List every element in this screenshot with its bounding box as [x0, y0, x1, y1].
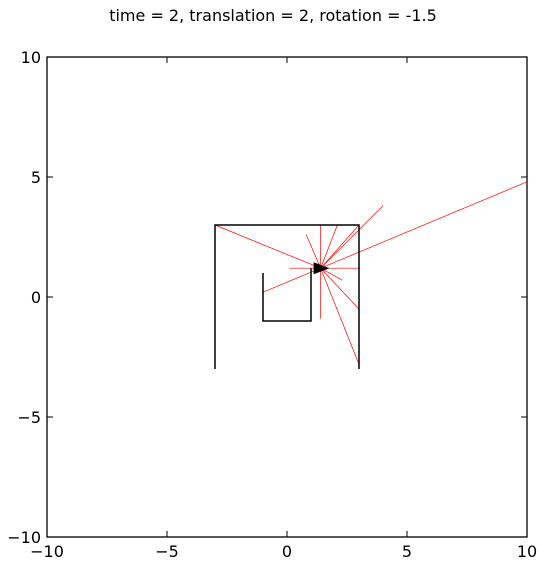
sensor-ray	[214, 224, 321, 269]
y-tick-label: 5	[31, 168, 41, 187]
ticks-group	[46, 56, 528, 538]
sensor-ray	[320, 267, 360, 310]
x-tick-label: 5	[402, 542, 412, 561]
axes-frame	[46, 56, 528, 538]
sensor-ray	[320, 224, 338, 269]
y-tick-label: 0	[31, 288, 41, 307]
chart-title: time = 2, translation = 2, rotation = -1…	[109, 6, 437, 25]
wall-line	[262, 268, 312, 322]
y-tick-label: −5	[17, 408, 41, 427]
y-tick-label: 10	[21, 48, 41, 67]
y-tick-label: −10	[7, 528, 41, 547]
sensor-rays	[214, 181, 528, 365]
walls	[214, 224, 360, 369]
x-tick-label: 0	[282, 542, 292, 561]
sensor-ray	[320, 205, 384, 269]
sensor-ray	[320, 268, 360, 365]
tick-labels: −10 −5 0 5 10 −10 −5 0 5 10	[7, 48, 537, 561]
x-tick-label: 10	[517, 542, 537, 561]
sensor-ray	[262, 267, 321, 293]
sensor-ray	[320, 181, 528, 269]
robot-marker	[313, 262, 330, 275]
robot-group	[313, 262, 330, 275]
sensor-ray	[305, 234, 321, 269]
x-tick-label: −10	[30, 542, 64, 561]
x-tick-label: −5	[155, 542, 179, 561]
wall-line	[214, 224, 360, 369]
sensor-ray	[320, 224, 360, 269]
